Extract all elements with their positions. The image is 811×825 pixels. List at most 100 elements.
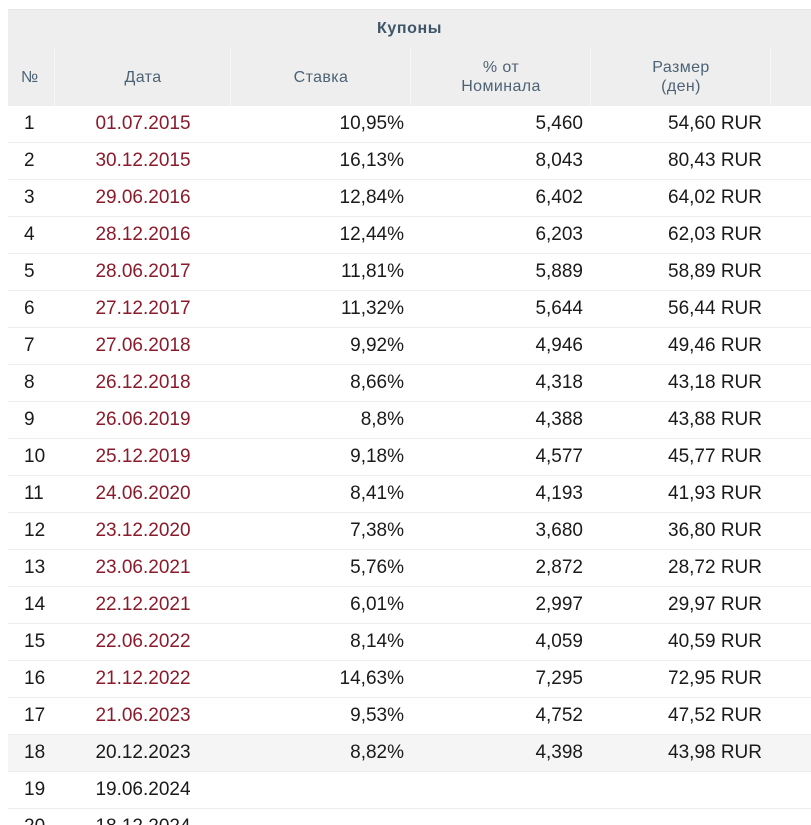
table-row: 6 27.12.2017 11,32% 5,644 56,44 RUR [8,290,811,328]
coupon-amount: 58,89 RUR [591,253,771,291]
table-row: 15 22.06.2022 8,14% 4,059 40,59 RUR [8,623,811,661]
table-row: 2 30.12.2015 16,13% 8,043 80,43 RUR [8,142,811,180]
coupon-rate: 11,32% [231,290,411,328]
table-row: 4 28.12.2016 12,44% 6,203 62,03 RUR [8,216,811,254]
row-spacer [771,512,811,550]
coupon-date: 27.12.2017 [55,290,231,328]
coupon-rate: 9,53% [231,697,411,735]
column-header-percent-of-nominal[interactable]: % от Номинала [411,48,591,106]
table-row: 1 01.07.2015 10,95% 5,460 54,60 RUR [8,106,811,143]
coupon-date: 18.12.2024 [55,808,231,825]
coupon-rate: 9,92% [231,327,411,365]
coupon-number: 4 [8,216,55,254]
coupon-number: 11 [8,475,55,513]
coupon-number: 19 [8,771,55,809]
coupon-amount: 80,43 RUR [591,142,771,180]
coupon-number: 17 [8,697,55,735]
coupon-rate: 7,38% [231,512,411,550]
top-divider [8,0,811,10]
coupon-percent-of-nominal: 4,318 [411,364,591,402]
coupon-number: 10 [8,438,55,476]
column-header-rate[interactable]: Ставка [231,48,411,106]
table-row: 7 27.06.2018 9,92% 4,946 49,46 RUR [8,327,811,365]
coupon-percent-of-nominal: 4,388 [411,401,591,439]
column-header-size[interactable]: Размер (ден) [591,48,771,106]
table-row: 11 24.06.2020 8,41% 4,193 41,93 RUR [8,475,811,513]
coupon-percent-of-nominal: 5,460 [411,106,591,143]
coupon-number: 9 [8,401,55,439]
coupon-percent-of-nominal: 4,752 [411,697,591,735]
column-header-date[interactable]: Дата [55,48,231,106]
coupon-date: 30.12.2015 [55,142,231,180]
table-row: 2018.12.2024 [8,808,811,825]
coupons-table: Купоны № Дата Ставка % от Номинала Размер… [8,10,811,825]
row-spacer [771,697,811,735]
coupon-date: 21.06.2023 [55,697,231,735]
coupon-amount: 47,52 RUR [591,697,771,735]
coupon-amount [591,771,771,809]
row-spacer [771,142,811,180]
coupon-amount: 29,97 RUR [591,586,771,624]
row-spacer [771,327,811,365]
coupon-amount: 36,80 RUR [591,512,771,550]
coupon-date: 19.06.2024 [55,771,231,809]
table-row: 3 29.06.2016 12,84% 6,402 64,02 RUR [8,179,811,217]
coupon-rate: 12,44% [231,216,411,254]
coupon-number: 15 [8,623,55,661]
coupon-amount: 43,88 RUR [591,401,771,439]
row-spacer [771,438,811,476]
coupon-number: 16 [8,660,55,698]
coupon-number: 3 [8,179,55,217]
coupon-date: 26.12.2018 [55,364,231,402]
coupon-number: 6 [8,290,55,328]
coupon-rate: 5,76% [231,549,411,587]
row-spacer [771,475,811,513]
coupon-date: 28.12.2016 [55,216,231,254]
coupon-number: 12 [8,512,55,550]
table-row: 8 26.12.2018 8,66% 4,318 43,18 RUR [8,364,811,402]
column-header-number[interactable]: № [8,48,55,106]
coupon-date: 25.12.2019 [55,438,231,476]
coupon-rate: 8,82% [231,734,411,772]
table-row: 9 26.06.2019 8,8% 4,388 43,88 RUR [8,401,811,439]
coupon-number: 1 [8,106,55,143]
coupon-date: 21.12.2022 [55,660,231,698]
row-spacer [771,808,811,825]
coupon-amount: 45,77 RUR [591,438,771,476]
coupon-date: 01.07.2015 [55,106,231,143]
coupon-rate: 8,66% [231,364,411,402]
coupon-amount: 43,18 RUR [591,364,771,402]
coupon-rate [231,808,411,825]
row-spacer [771,364,811,402]
coupon-number: 5 [8,253,55,291]
coupon-date: 23.06.2021 [55,549,231,587]
coupon-amount: 40,59 RUR [591,623,771,661]
coupon-rate: 6,01% [231,586,411,624]
table-row: 17 21.06.2023 9,53% 4,752 47,52 RUR [8,697,811,735]
coupon-rate: 8,14% [231,623,411,661]
coupon-amount: 49,46 RUR [591,327,771,365]
coupon-number: 13 [8,549,55,587]
table-row: 16 21.12.2022 14,63% 7,295 72,95 RUR [8,660,811,698]
coupon-percent-of-nominal: 5,889 [411,253,591,291]
coupon-date: 22.12.2021 [55,586,231,624]
coupon-amount: 41,93 RUR [591,475,771,513]
coupon-number: 8 [8,364,55,402]
coupon-rate: 14,63% [231,660,411,698]
coupon-rate [231,771,411,809]
coupon-rate: 9,18% [231,438,411,476]
coupon-number: 14 [8,586,55,624]
row-spacer [771,660,811,698]
coupon-number: 20 [8,808,55,825]
coupon-number: 2 [8,142,55,180]
coupon-date: 22.06.2022 [55,623,231,661]
coupon-date: 28.06.2017 [55,253,231,291]
coupons-table-body: 1 01.07.2015 10,95% 5,460 54,60 RUR 2 30.12.20… [8,106,811,825]
row-spacer [771,586,811,624]
coupon-percent-of-nominal: 2,872 [411,549,591,587]
table-caption: Купоны [8,10,811,48]
coupon-date: 29.06.2016 [55,179,231,217]
coupon-amount: 28,72 RUR [591,549,771,587]
coupons-panel: Купоны № Дата Ставка % от Номинала Размер… [8,0,811,825]
coupon-rate: 11,81% [231,253,411,291]
